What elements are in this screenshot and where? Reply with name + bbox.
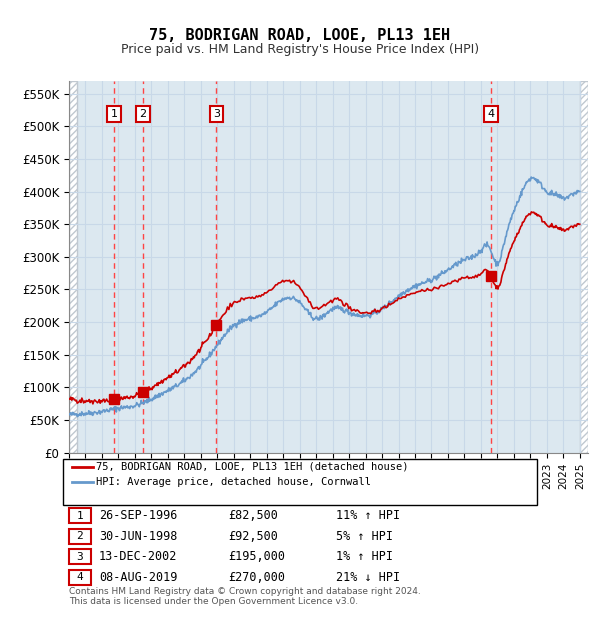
Text: 1% ↑ HPI: 1% ↑ HPI: [336, 551, 393, 563]
Text: 1: 1: [76, 511, 83, 521]
Text: £270,000: £270,000: [228, 571, 285, 583]
Bar: [580, 81, 588, 453]
Bar: [69, 81, 77, 453]
Text: 75, BODRIGAN ROAD, LOOE, PL13 1EH: 75, BODRIGAN ROAD, LOOE, PL13 1EH: [149, 28, 451, 43]
Text: 75, BODRIGAN ROAD, LOOE, PL13 1EH (detached house): 75, BODRIGAN ROAD, LOOE, PL13 1EH (detac…: [96, 462, 409, 472]
Text: 11% ↑ HPI: 11% ↑ HPI: [336, 510, 400, 522]
Text: Contains HM Land Registry data © Crown copyright and database right 2024.
This d: Contains HM Land Registry data © Crown c…: [69, 587, 421, 606]
Text: 1: 1: [110, 109, 118, 119]
Text: Price paid vs. HM Land Registry's House Price Index (HPI): Price paid vs. HM Land Registry's House …: [121, 43, 479, 56]
Text: 13-DEC-2002: 13-DEC-2002: [99, 551, 178, 563]
Text: 2: 2: [76, 531, 83, 541]
Text: £92,500: £92,500: [228, 530, 278, 542]
Text: 21% ↓ HPI: 21% ↓ HPI: [336, 571, 400, 583]
Text: 3: 3: [213, 109, 220, 119]
Text: 30-JUN-1998: 30-JUN-1998: [99, 530, 178, 542]
Text: 08-AUG-2019: 08-AUG-2019: [99, 571, 178, 583]
Bar: [580, 81, 588, 453]
Text: 4: 4: [487, 109, 494, 119]
Bar: [69, 81, 77, 453]
Text: 26-SEP-1996: 26-SEP-1996: [99, 510, 178, 522]
Text: 4: 4: [76, 572, 83, 582]
Text: 5% ↑ HPI: 5% ↑ HPI: [336, 530, 393, 542]
Text: 3: 3: [76, 552, 83, 562]
Text: HPI: Average price, detached house, Cornwall: HPI: Average price, detached house, Corn…: [96, 477, 371, 487]
Text: 2: 2: [140, 109, 147, 119]
Text: £82,500: £82,500: [228, 510, 278, 522]
Text: £195,000: £195,000: [228, 551, 285, 563]
